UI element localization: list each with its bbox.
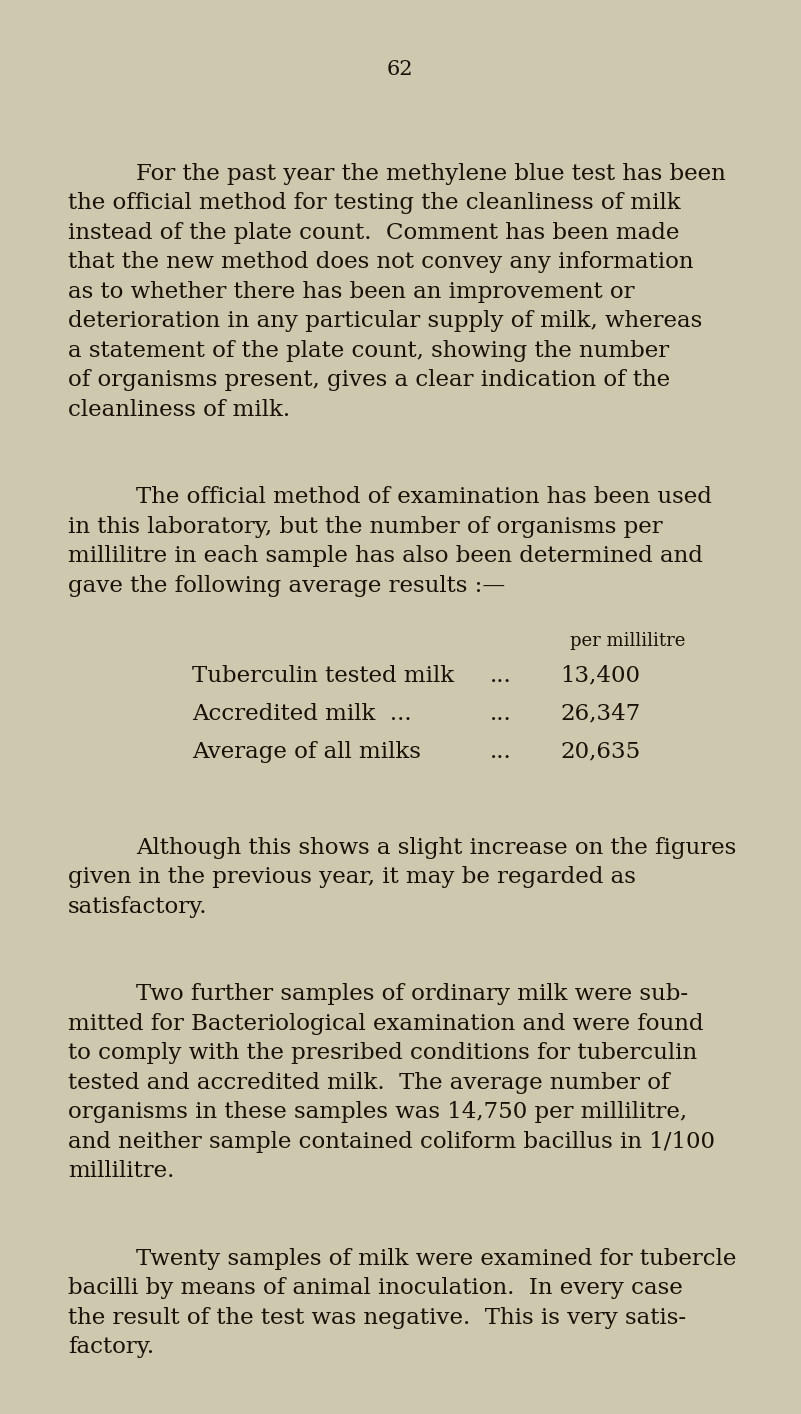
Text: cleanliness of milk.: cleanliness of milk. [68,399,290,421]
Text: to comply with the presribed conditions for tuberculin: to comply with the presribed conditions … [68,1042,697,1065]
Text: 13,400: 13,400 [560,665,640,687]
Text: mitted for Bacteriological examination and were found: mitted for Bacteriological examination a… [68,1012,703,1035]
Text: satisfactory.: satisfactory. [68,896,207,918]
Text: gave the following average results :—: gave the following average results :— [68,575,505,597]
Text: millilitre.: millilitre. [68,1161,175,1182]
Text: per millilitre: per millilitre [570,632,686,650]
Text: For the past year the methylene blue test has been: For the past year the methylene blue tes… [136,163,726,185]
Text: as to whether there has been an improvement or: as to whether there has been an improvem… [68,281,634,303]
Text: millilitre in each sample has also been determined and: millilitre in each sample has also been … [68,546,702,567]
Text: of organisms present, gives a clear indication of the: of organisms present, gives a clear indi… [68,369,670,392]
Text: deterioration in any particular supply of milk, whereas: deterioration in any particular supply o… [68,311,702,332]
Text: the official method for testing the cleanliness of milk: the official method for testing the clea… [68,192,681,215]
Text: in this laboratory, but the number of organisms per: in this laboratory, but the number of or… [68,516,662,537]
Text: The official method of examination has been used: The official method of examination has b… [136,486,712,509]
Text: factory.: factory. [68,1336,154,1359]
Text: Twenty samples of milk were examined for tubercle: Twenty samples of milk were examined for… [136,1247,736,1270]
Text: Average of all milks: Average of all milks [192,741,421,762]
Text: a statement of the plate count, showing the number: a statement of the plate count, showing … [68,339,669,362]
Text: given in the previous year, it may be regarded as: given in the previous year, it may be re… [68,867,636,888]
Text: Although this shows a slight increase on the figures: Although this shows a slight increase on… [136,837,736,858]
Text: ...: ... [490,665,512,687]
Text: tested and accredited milk.  The average number of: tested and accredited milk. The average … [68,1072,670,1094]
Text: organisms in these samples was 14,750 per millilitre,: organisms in these samples was 14,750 pe… [68,1102,687,1123]
Text: ...: ... [490,741,512,762]
Text: Two further samples of ordinary milk were sub-: Two further samples of ordinary milk wer… [136,983,688,1005]
Text: 26,347: 26,347 [560,703,640,725]
Text: ...: ... [490,703,512,725]
Text: Tuberculin tested milk: Tuberculin tested milk [192,665,454,687]
Text: Accredited milk  ...: Accredited milk ... [192,703,412,725]
Text: that the new method does not convey any information: that the new method does not convey any … [68,252,694,273]
Text: 62: 62 [387,59,413,79]
Text: 20,635: 20,635 [560,741,640,762]
Text: instead of the plate count.  Comment has been made: instead of the plate count. Comment has … [68,222,679,243]
Text: and neither sample contained coliform bacillus in 1/100: and neither sample contained coliform ba… [68,1131,715,1152]
Text: the result of the test was negative.  This is very satis-: the result of the test was negative. Thi… [68,1307,686,1329]
Text: bacilli by means of animal inoculation.  In every case: bacilli by means of animal inoculation. … [68,1277,682,1299]
